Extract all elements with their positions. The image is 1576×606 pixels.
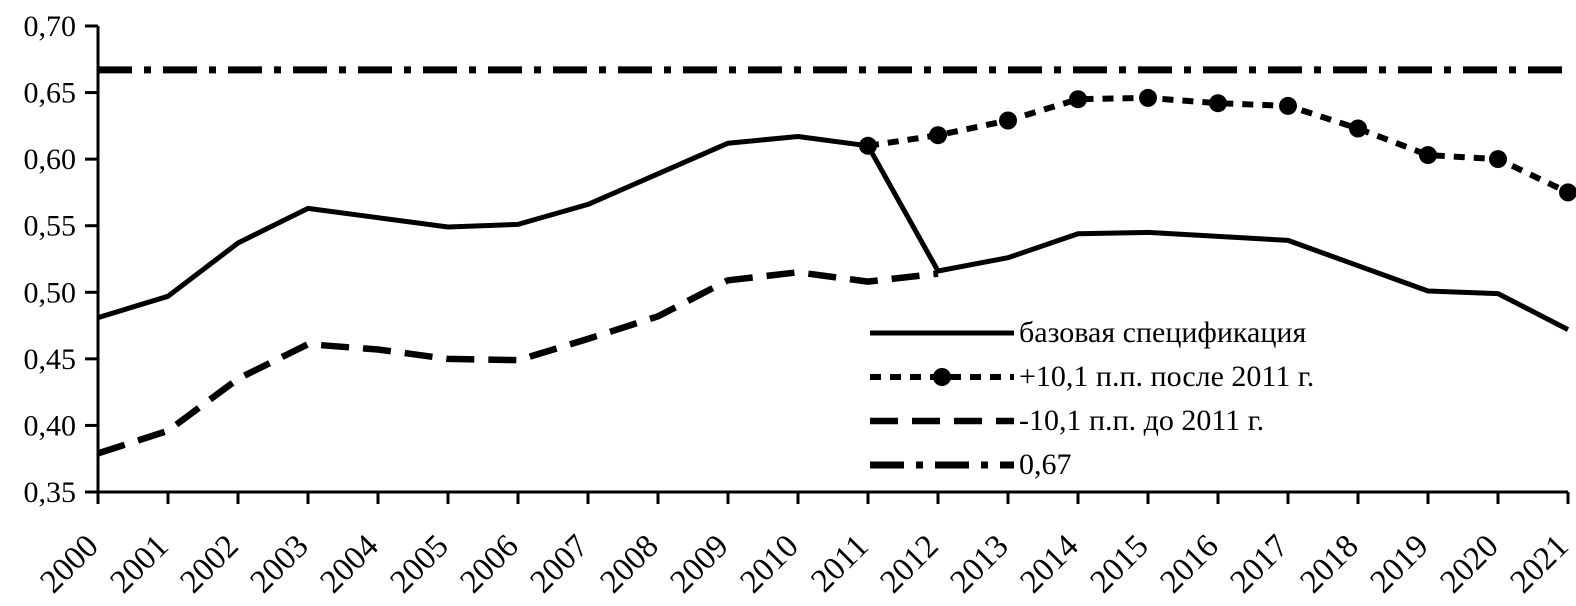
legend-label-plus-after-2011: +10,1 п.п. после 2011 г.	[1019, 360, 1315, 393]
series-marker-plus-after-2011	[1139, 88, 1157, 107]
legend-sample-marker	[933, 368, 951, 386]
x-tick-label: 2011	[804, 528, 875, 599]
x-tick-label: 2014	[1014, 528, 1086, 600]
y-tick-label: 0,45	[24, 343, 77, 376]
legend-item-plus-after-2011: +10,1 п.п. после 2011 г.	[868, 355, 1314, 399]
y-tick-label: 0,40	[24, 409, 77, 442]
legend-sample-graphic	[870, 461, 1014, 469]
x-tick-label: 2006	[454, 528, 526, 600]
series-line-minus-before-2011	[97, 269, 939, 457]
x-tick-label: 2003	[244, 528, 316, 600]
series-marker-plus-after-2011	[1069, 90, 1087, 109]
x-tick-label: 2019	[1364, 528, 1436, 600]
legend-label-minus-before-2011: -10,1 п.п. до 2011 г.	[1019, 404, 1265, 437]
x-tick-label: 2015	[1084, 528, 1156, 600]
series-marker-plus-after-2011	[1209, 94, 1227, 113]
x-tick-label: 2001	[104, 528, 176, 600]
legend-sample-graphic	[870, 330, 1014, 336]
y-tick-label: 0,60	[24, 143, 77, 176]
x-tick-label: 2000	[34, 528, 106, 600]
y-tick-label: 0,65	[24, 77, 77, 110]
legend-line-sample-dashdot	[868, 454, 1016, 476]
series-marker-plus-after-2011	[929, 126, 947, 145]
y-tick-label: 0,35	[24, 476, 77, 509]
x-tick-label: 2021	[1504, 528, 1576, 600]
legend-label-base: базовая спецификация	[1019, 316, 1307, 349]
x-tick-label: 2002	[174, 528, 246, 600]
series-marker-plus-after-2011	[999, 111, 1017, 130]
x-tick-label: 2020	[1434, 528, 1506, 600]
series-marker-plus-after-2011	[1559, 183, 1576, 202]
y-tick-label: 0,70	[24, 10, 77, 43]
series-marker-plus-after-2011	[859, 136, 877, 155]
legend-label-ref-067: 0,67	[1019, 448, 1072, 481]
legend-item-base: базовая спецификация	[868, 311, 1314, 355]
legend-sample-graphic	[870, 368, 1014, 386]
series-marker-plus-after-2011	[1279, 96, 1297, 115]
y-tick-label: 0,55	[24, 210, 77, 243]
series-line-base	[97, 134, 1570, 332]
x-tick-label: 2013	[944, 528, 1016, 600]
legend-item-minus-before-2011: -10,1 п.п. до 2011 г.	[868, 399, 1314, 443]
legend-line-sample-dashed	[868, 410, 1016, 432]
x-tick-label: 2009	[664, 528, 736, 600]
x-tick-label: 2007	[524, 528, 596, 600]
legend-line-sample-solid	[868, 322, 1016, 344]
x-tick-label: 2018	[1294, 528, 1366, 600]
legend: базовая спецификация +10,1 п.п. после 20…	[868, 311, 1314, 487]
y-tick-label: 0,50	[24, 276, 77, 309]
x-tick-label: 2012	[874, 528, 946, 600]
series-marker-plus-after-2011	[1489, 150, 1507, 169]
x-tick-label: 2004	[314, 528, 386, 600]
series-marker-plus-after-2011	[1419, 146, 1437, 165]
legend-sample-graphic	[870, 417, 1014, 425]
legend-line-sample-dotted-marker	[868, 366, 1016, 388]
x-tick-label: 2008	[594, 528, 666, 600]
x-tick-label: 2017	[1224, 528, 1296, 600]
legend-item-ref-067: 0,67	[868, 443, 1314, 487]
x-tick-label: 2016	[1154, 528, 1226, 600]
x-tick-label: 2005	[384, 528, 456, 600]
x-tick-label: 2010	[734, 528, 806, 600]
series-marker-plus-after-2011	[1349, 119, 1367, 138]
